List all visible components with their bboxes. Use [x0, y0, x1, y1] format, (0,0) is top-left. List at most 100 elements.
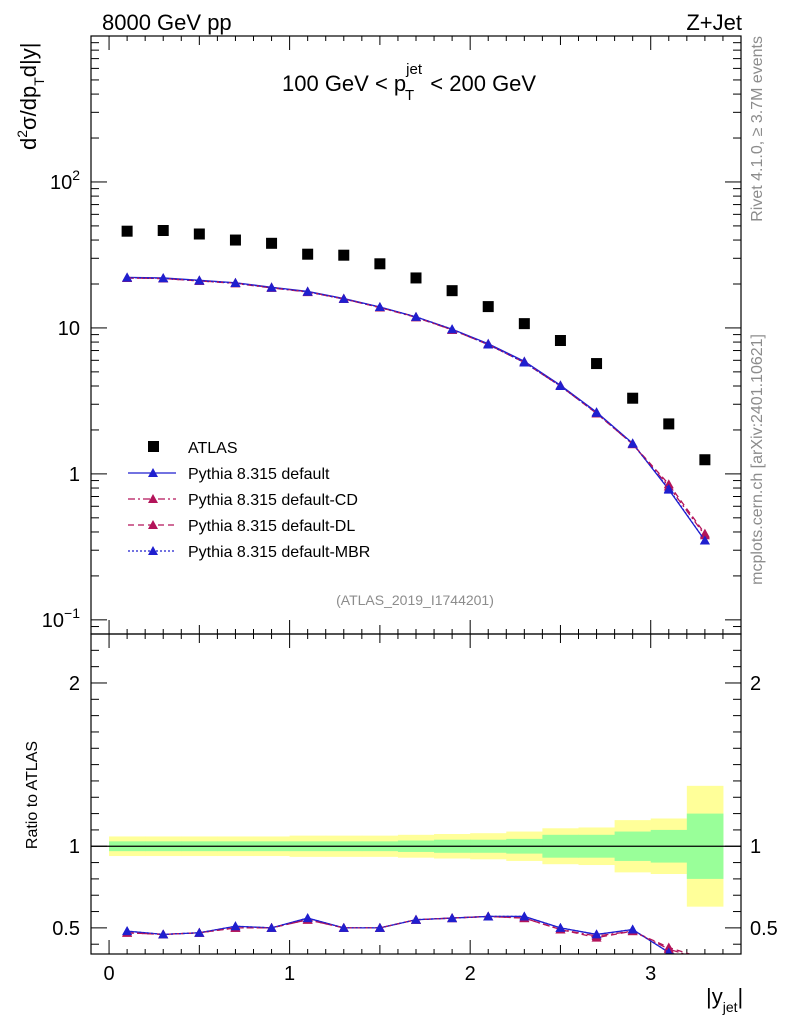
ratio-marker	[665, 947, 673, 954]
data-point	[302, 248, 314, 260]
x-tick-label: 1	[284, 963, 295, 985]
y-tick-label: 1	[69, 464, 80, 486]
ylabel-sup: 2	[14, 130, 30, 138]
legend-marker	[148, 520, 158, 529]
legend-label: Pythia 8.315 default-MBR	[188, 544, 370, 561]
y-tick-label: 102	[50, 167, 80, 194]
ratio-marker	[194, 927, 205, 937]
data-point	[121, 225, 133, 237]
ratio-marker	[591, 929, 602, 939]
series-marker	[591, 407, 602, 417]
title-sub: T	[405, 87, 414, 104]
series-3-main	[122, 272, 710, 545]
data-point	[157, 225, 169, 237]
ratio-marker	[158, 929, 169, 939]
energy-label: 8000 GeV pp	[102, 10, 232, 35]
ratio-frame	[90, 633, 742, 955]
ratio-marker	[338, 922, 349, 932]
title-sup: jet	[405, 61, 423, 78]
ratio-marker	[700, 956, 710, 965]
legend-label: Pythia 8.315 default-CD	[188, 492, 358, 509]
ylabel-c: d|y|	[16, 43, 41, 78]
series-marker	[555, 381, 566, 391]
data-point	[663, 418, 675, 430]
series-marker	[519, 357, 530, 367]
series-marker	[699, 528, 710, 538]
ratio-marker	[555, 922, 566, 932]
data-point	[554, 335, 566, 347]
data-point	[518, 318, 530, 330]
mcplots-label: mcplots.cern.ch [arXiv:2401.10621]	[749, 334, 766, 585]
x-axis-label: |yjet|	[706, 984, 743, 1015]
series-marker	[627, 438, 638, 448]
ratio-tick-label-right: 2	[750, 673, 761, 695]
data-point	[410, 272, 422, 284]
legend-marker	[148, 546, 158, 555]
ratio-marker	[483, 911, 494, 921]
y-axis-label: d2σ/dpTd|y|	[14, 43, 47, 150]
ylabel-b: σ/dp	[16, 86, 41, 130]
legend-marker-atlas	[148, 441, 159, 452]
data-point	[266, 237, 278, 249]
ratio-tick-label-right: 1	[750, 836, 761, 858]
y-tick-label: 10	[58, 318, 80, 340]
data-point	[193, 228, 205, 240]
ratio-marker	[700, 959, 710, 968]
ratio-y-axis-label: Ratio to ATLAS	[24, 741, 41, 849]
data-point	[627, 392, 639, 404]
ratio-marker	[411, 914, 421, 924]
y-tick-label: 10−1	[42, 605, 80, 632]
y-tick-base: 10	[50, 172, 72, 194]
series-marker	[663, 479, 674, 489]
title-suffix: < 200 GeV	[424, 71, 536, 96]
ratio-tick-label-right: 0.5	[750, 918, 778, 940]
xlabel-sub: jet	[722, 999, 738, 1015]
series-marker	[374, 302, 385, 312]
ratio-marker	[627, 924, 638, 934]
ratio-marker	[700, 959, 710, 968]
series-marker	[699, 535, 710, 545]
legend-marker	[148, 468, 158, 477]
ratio-marker	[447, 913, 458, 923]
series-marker	[302, 286, 313, 296]
series-3-ratio	[122, 911, 710, 968]
xlabel-main: |y	[706, 984, 723, 1009]
legend-marker	[148, 494, 158, 503]
data-point	[446, 285, 458, 297]
data-point	[482, 301, 494, 313]
ratio-marker	[230, 921, 241, 931]
plot-title: 100 GeV < pjet T < 200 GeV	[282, 61, 536, 104]
series-marker	[338, 293, 349, 303]
series-marker	[122, 272, 133, 282]
ratio-marker	[122, 926, 133, 936]
legend-label-atlas: ATLAS	[188, 440, 238, 457]
ratio-marker	[663, 942, 674, 952]
data-point	[338, 249, 350, 261]
series-marker	[447, 324, 458, 334]
series-marker	[266, 282, 277, 292]
rivet-label: Rivet 4.1.0, ≥ 3.7M events	[749, 36, 766, 222]
ratio-tick-label-left: 0.5	[52, 918, 80, 940]
x-tick-label: 2	[465, 963, 476, 985]
y-tick-exponent: −1	[64, 605, 80, 621]
ratio-marker	[374, 922, 385, 932]
series-marker	[411, 311, 421, 321]
y-tick-base: 10	[42, 610, 64, 632]
x-tick-label: 3	[645, 963, 656, 985]
series-marker	[158, 273, 169, 283]
process-label: Z+Jet	[686, 10, 742, 35]
ylabel-sub: T	[31, 77, 47, 86]
series-marker	[230, 278, 241, 288]
data-point	[591, 358, 603, 370]
legend-label: Pythia 8.315 default-DL	[188, 518, 355, 535]
ylabel-a: d	[16, 138, 41, 150]
series-marker	[483, 339, 494, 349]
ratio-marker	[704, 953, 705, 954]
y-tick-exponent: 2	[72, 167, 80, 183]
ratio-tick-label-left: 1	[69, 836, 80, 858]
legend-label: Pythia 8.315 default	[188, 466, 330, 483]
title-prefix: 100 GeV < p	[282, 71, 406, 96]
ratio-line	[127, 915, 687, 954]
